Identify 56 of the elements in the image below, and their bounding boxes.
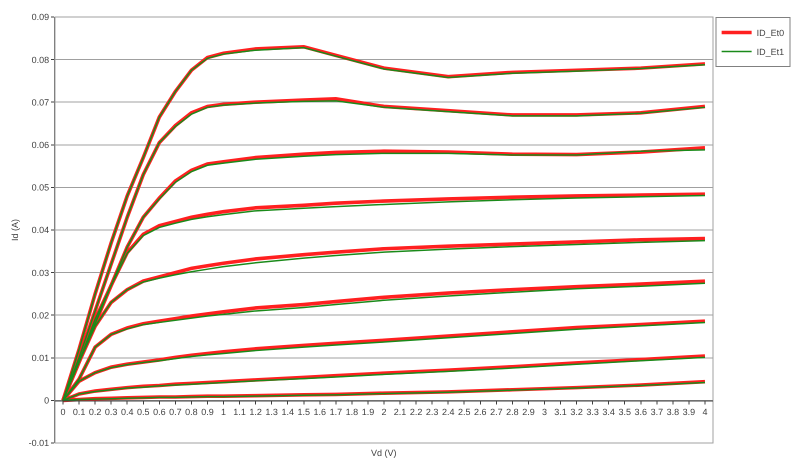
x-tick-label: 1.6 — [314, 407, 326, 418]
y-tick-label: 0.08 — [32, 54, 50, 65]
x-tick-label: 0 — [60, 407, 66, 418]
x-tick-label: 3.7 — [650, 407, 664, 418]
y-tick-label: 0.07 — [32, 97, 50, 108]
x-tick-label: 0.7 — [169, 407, 182, 418]
x-tick-label: 2 — [381, 407, 387, 418]
x-tick-label: 0.4 — [120, 407, 134, 418]
x-tick-label: 3.4 — [602, 407, 615, 418]
x-tick-label: 2.7 — [490, 407, 503, 418]
x-tick-label: 1.7 — [330, 407, 342, 418]
x-tick-label: 0.9 — [201, 407, 214, 418]
x-tick-label: 2.8 — [506, 407, 519, 418]
x-tick-label: 1.3 — [265, 407, 278, 418]
y-tick-label: 0.03 — [32, 268, 50, 278]
x-tick-label: 1.4 — [281, 407, 294, 418]
x-tick-label: 3.9 — [682, 407, 696, 418]
x-tick-label: 1.2 — [249, 407, 262, 418]
x-tick-label: 0.6 — [153, 407, 166, 418]
x-tick-label: 2.1 — [394, 407, 406, 418]
x-tick-label: 3.1 — [554, 407, 567, 418]
x-tick-label: 2.5 — [458, 407, 470, 418]
x-tick-label: 4 — [702, 407, 708, 418]
x-tick-label: 2.6 — [474, 407, 487, 418]
x-tick-label: 3.6 — [634, 407, 648, 418]
x-tick-label: 3 — [542, 407, 547, 418]
x-tick-label: 1.8 — [346, 407, 358, 418]
y-axis-title: Id (A) — [10, 218, 20, 242]
x-tick-label: 3.8 — [666, 407, 680, 418]
x-tick-label: 0.8 — [185, 407, 198, 418]
y-tick-label: -0.01 — [28, 438, 50, 448]
x-tick-label: 3.3 — [586, 407, 599, 418]
x-tick-label: 0.2 — [88, 407, 102, 418]
y-tick-label: 0.09 — [32, 12, 50, 22]
legend-label: ID_Et1 — [756, 47, 784, 58]
x-tick-label: 0.5 — [137, 407, 150, 418]
x-tick-label: 1.5 — [298, 407, 310, 418]
y-tick-label: 0.06 — [32, 140, 50, 150]
x-tick-label: 2.3 — [426, 407, 438, 418]
legend-label: ID_Et0 — [756, 28, 784, 38]
x-tick-label: 0.3 — [104, 407, 118, 418]
y-tick-label: 0.05 — [32, 182, 50, 193]
x-tick-label: 1.9 — [362, 407, 374, 418]
x-tick-label: 2.2 — [410, 407, 422, 418]
x-tick-label: 0.1 — [72, 407, 86, 418]
y-tick-label: 0 — [44, 396, 50, 406]
x-tick-label: 1 — [221, 407, 226, 418]
x-tick-label: 2.9 — [522, 407, 535, 418]
y-tick-label: 0.04 — [32, 225, 50, 236]
x-tick-label: 3.2 — [570, 407, 583, 418]
x-tick-label: 3.5 — [618, 407, 631, 418]
x-tick-label: 2.4 — [442, 407, 454, 418]
y-tick-label: 0.01 — [32, 352, 50, 363]
y-tick-label: 0.02 — [32, 310, 50, 320]
x-tick-label: 1.1 — [233, 407, 246, 418]
x-axis-title: Vd (V) — [371, 448, 397, 458]
